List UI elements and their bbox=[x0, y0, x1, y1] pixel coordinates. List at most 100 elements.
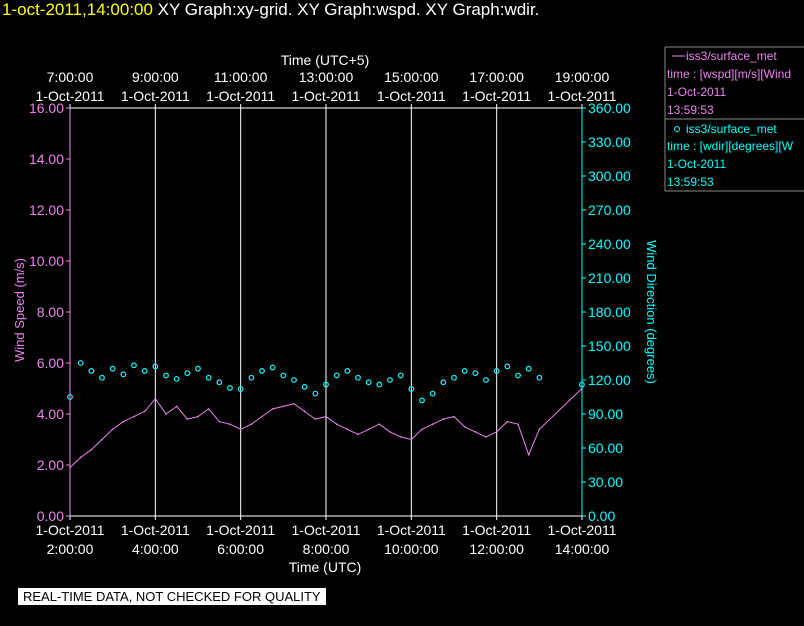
right-tick-label: 150.00 bbox=[588, 338, 631, 354]
wspd-point bbox=[250, 423, 253, 426]
wdir-point bbox=[301, 383, 308, 390]
wdir-point bbox=[408, 386, 415, 392]
bottom-tick-time: 12:00:00 bbox=[469, 541, 524, 557]
right-tick-label: 30.00 bbox=[588, 474, 623, 490]
right-tick-label: 270.00 bbox=[588, 202, 631, 218]
legend-1-date: 1-Oct-2011 bbox=[667, 85, 726, 99]
wspd-point bbox=[463, 425, 466, 428]
header-graph-titles: XY Graph:xy-grid. XY Graph:wspd. XY Grap… bbox=[157, 0, 540, 19]
axes: 7:00:00 1-Oct-2011 9:00:00 1-Oct-2011 11:00:… bbox=[29, 69, 631, 557]
wspd-point bbox=[165, 413, 167, 415]
wdir-point bbox=[237, 386, 244, 392]
legend-2-var: time : [wdir][degrees][W bbox=[667, 139, 794, 153]
wspd-point bbox=[154, 397, 157, 400]
wdir-series bbox=[67, 360, 585, 404]
wspd-point bbox=[229, 423, 231, 426]
bottom-tick-date: 1-Oct-2011 bbox=[548, 522, 617, 538]
top-tick-time: 7:00:00 bbox=[47, 69, 94, 85]
wspd-point bbox=[175, 405, 178, 408]
wdir-point bbox=[429, 390, 436, 397]
bottom-tick-date: 1-Oct-2011 bbox=[121, 522, 190, 538]
top-tick-date: 1-Oct-2011 bbox=[206, 88, 275, 104]
right-tick-label: 330.00 bbox=[588, 134, 631, 150]
legend-2-date: 1-Oct-2011 bbox=[667, 157, 726, 171]
wdir-point bbox=[152, 363, 159, 370]
legend: iss3/surface_met time : [wspd][m/s][Wind… bbox=[664, 46, 804, 192]
wspd-line bbox=[69, 388, 583, 468]
x-gridlines bbox=[154, 108, 583, 516]
left-tick-label: 2.00 bbox=[37, 457, 64, 473]
left-tick-label: 16.00 bbox=[29, 100, 64, 116]
wdir-point bbox=[291, 377, 297, 383]
left-tick-label: 14.00 bbox=[29, 151, 64, 167]
wdir-point bbox=[504, 363, 511, 370]
wdir-point bbox=[216, 379, 223, 386]
wdir-point bbox=[472, 370, 479, 377]
top-tick-date: 1-Oct-2011 bbox=[121, 88, 190, 104]
top-tick-date: 1-Oct-2011 bbox=[36, 88, 105, 104]
bottom-tick-time: 4:00:00 bbox=[132, 541, 179, 557]
wdir-point bbox=[195, 365, 201, 372]
right-tick-label: 210.00 bbox=[588, 270, 631, 286]
top-tick-date: 1-Oct-2011 bbox=[462, 88, 531, 104]
wdir-point bbox=[536, 374, 543, 381]
top-tick-date: 1-Oct-2011 bbox=[548, 88, 617, 104]
legend-1-var: time : [wspd][m/s][Wind bbox=[667, 67, 791, 81]
wspd-point bbox=[453, 415, 455, 418]
wspd-point bbox=[79, 456, 82, 459]
wdir-point bbox=[397, 372, 404, 379]
wspd-point bbox=[421, 428, 423, 431]
wspd-point bbox=[389, 431, 391, 433]
bottom-tick-time: 14:00:00 bbox=[555, 541, 610, 557]
wdir-point bbox=[248, 374, 255, 381]
right-tick-label: 180.00 bbox=[588, 304, 631, 320]
wdir-point bbox=[77, 360, 84, 366]
wspd-point bbox=[207, 408, 210, 410]
right-tick-label: 60.00 bbox=[588, 440, 623, 456]
wdir-point bbox=[259, 368, 265, 374]
wspd-series bbox=[69, 387, 583, 469]
right-tick-label: 360.00 bbox=[588, 100, 631, 116]
wdir-point bbox=[493, 368, 500, 374]
wdir-point bbox=[344, 368, 351, 374]
wdir-point bbox=[440, 379, 447, 386]
wspd-point bbox=[442, 418, 445, 420]
wdir-point bbox=[184, 370, 191, 377]
wdir-point bbox=[387, 377, 393, 383]
left-tick-label: 4.00 bbox=[37, 406, 64, 422]
bottom-tick-time: 6:00:00 bbox=[217, 541, 264, 557]
wspd-point bbox=[143, 410, 146, 413]
wspd-point bbox=[474, 431, 477, 433]
legend-2-time: 13:59:53 bbox=[667, 175, 714, 189]
wspd-point bbox=[271, 408, 274, 410]
wdir-point bbox=[280, 372, 287, 379]
wspd-point bbox=[133, 415, 135, 418]
wdir-point bbox=[205, 374, 212, 381]
wspd-point bbox=[90, 448, 93, 451]
wspd-point bbox=[378, 423, 381, 426]
header-timestamp: 1-oct-2011,14:00:00 bbox=[2, 0, 153, 19]
wspd-point bbox=[218, 420, 221, 423]
wspd-point bbox=[282, 405, 285, 408]
wdir-point bbox=[451, 374, 457, 381]
quality-banner: REAL-TIME DATA, NOT CHECKED FOR QUALITY bbox=[18, 588, 326, 605]
wspd-point bbox=[325, 415, 327, 418]
wspd-point bbox=[495, 431, 498, 433]
bottom-tick-date: 1-Oct-2011 bbox=[292, 522, 361, 538]
right-tick-label: 90.00 bbox=[588, 406, 623, 422]
top-tick-time: 15:00:00 bbox=[384, 69, 439, 85]
wspd-point bbox=[517, 423, 519, 426]
wdir-point bbox=[173, 375, 180, 382]
bottom-tick-date: 1-Oct-2011 bbox=[36, 522, 105, 538]
wspd-point bbox=[399, 436, 402, 438]
wspd-point bbox=[346, 428, 349, 431]
wdir-point bbox=[109, 365, 116, 372]
right-axis-label: Wind Direction (degrees) bbox=[644, 240, 659, 384]
right-tick-label: 0.00 bbox=[588, 508, 615, 524]
wdir-point bbox=[163, 372, 169, 379]
wspd-point bbox=[538, 428, 541, 431]
wspd-point bbox=[431, 423, 434, 426]
wspd-point bbox=[335, 423, 338, 426]
page-header: 1-oct-2011,14:00:00 XY Graph:xy-grid. XY… bbox=[2, 0, 539, 20]
wspd-point bbox=[367, 428, 370, 431]
